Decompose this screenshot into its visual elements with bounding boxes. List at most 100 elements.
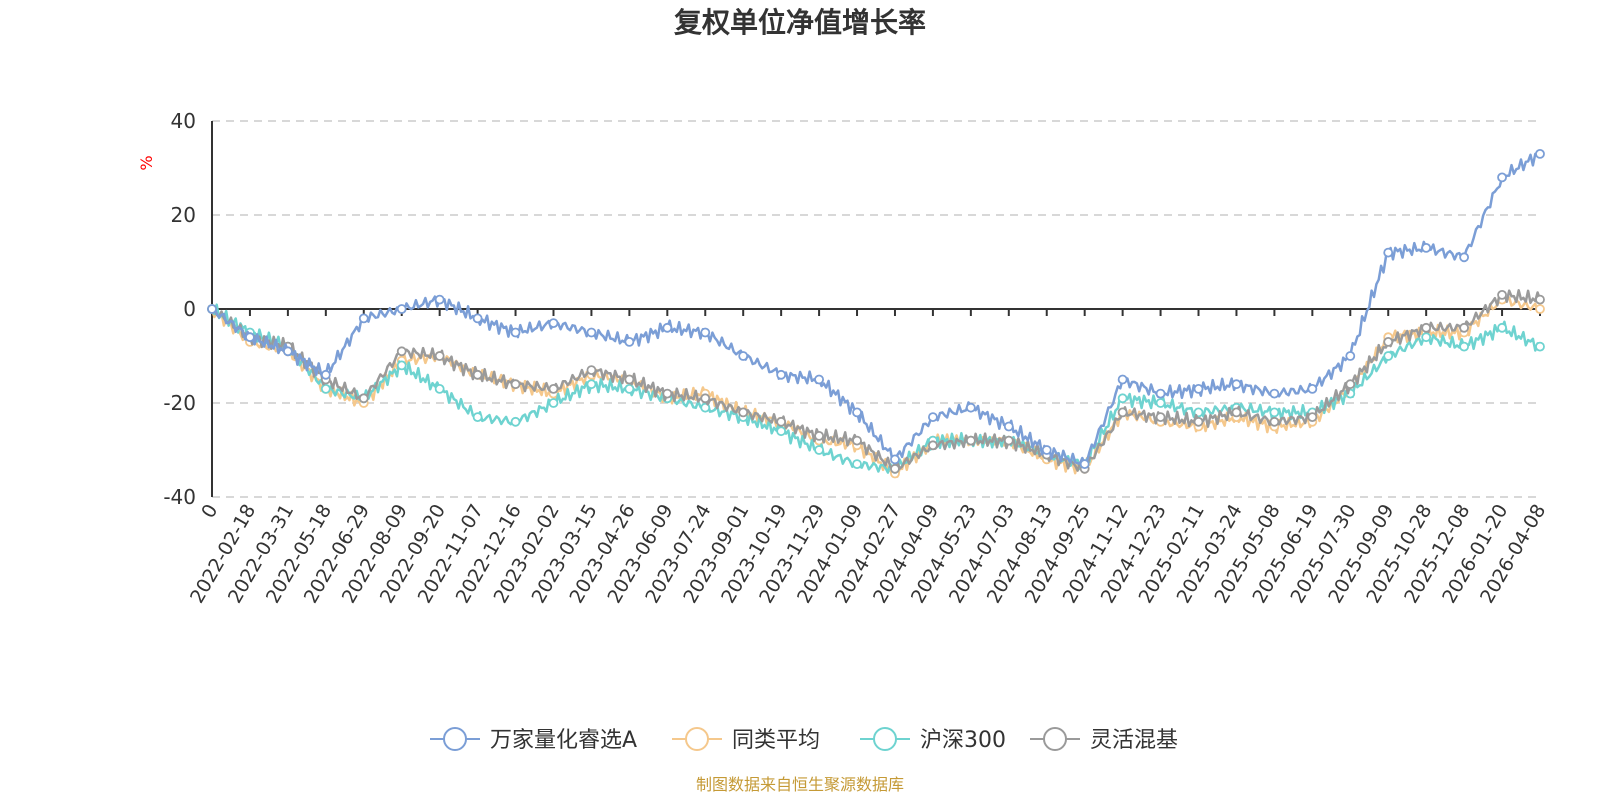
- data-point[interactable]: [510, 327, 521, 338]
- data-point[interactable]: [890, 454, 900, 465]
- data-point[interactable]: [814, 430, 824, 441]
- data-point[interactable]: [852, 459, 862, 470]
- data-point[interactable]: [928, 440, 938, 451]
- data-point[interactable]: [1345, 351, 1356, 361]
- data-point[interactable]: [700, 402, 711, 413]
- data-point[interactable]: [1459, 252, 1470, 263]
- data-point[interactable]: [1307, 383, 1318, 394]
- data-point[interactable]: [548, 383, 559, 394]
- data-point[interactable]: [472, 412, 483, 423]
- data-point[interactable]: [624, 383, 635, 394]
- data-point[interactable]: [965, 435, 976, 446]
- data-point[interactable]: [548, 398, 559, 408]
- data-point[interactable]: [1231, 407, 1242, 418]
- data-point[interactable]: [738, 351, 749, 361]
- data-point[interactable]: [396, 346, 407, 357]
- data-point[interactable]: [624, 374, 635, 385]
- data-point[interactable]: [1003, 421, 1014, 432]
- data-point[interactable]: [1117, 407, 1128, 418]
- data-point[interactable]: [1345, 379, 1356, 390]
- data-point[interactable]: [1155, 412, 1166, 423]
- data-point[interactable]: [776, 426, 787, 437]
- data-point[interactable]: [1155, 398, 1166, 408]
- data-point[interactable]: [1307, 412, 1318, 423]
- data-point[interactable]: [662, 322, 673, 333]
- data-point[interactable]: [965, 402, 976, 413]
- data-point[interactable]: [510, 416, 521, 427]
- data-point[interactable]: [548, 318, 559, 329]
- legend-item[interactable]: 灵活混基: [1030, 727, 1178, 753]
- series-0: [207, 148, 1545, 470]
- data-point[interactable]: [1459, 322, 1470, 333]
- data-point[interactable]: [510, 379, 521, 390]
- legend-label: 灵活混基: [1090, 728, 1178, 753]
- data-point[interactable]: [434, 383, 445, 394]
- data-point[interactable]: [1383, 351, 1394, 361]
- data-point[interactable]: [1497, 172, 1507, 183]
- data-point[interactable]: [662, 388, 673, 399]
- data-point[interactable]: [1535, 341, 1545, 352]
- data-source-note: 制图数据来自恒生聚源数据库: [696, 775, 904, 794]
- data-point[interactable]: [624, 336, 635, 347]
- data-point[interactable]: [472, 313, 483, 324]
- data-point[interactable]: [396, 304, 407, 314]
- data-point[interactable]: [700, 327, 711, 338]
- data-point[interactable]: [434, 294, 445, 305]
- data-point[interactable]: [1421, 332, 1432, 343]
- data-point[interactable]: [1383, 247, 1394, 258]
- data-point[interactable]: [245, 332, 255, 343]
- data-point[interactable]: [1269, 416, 1280, 427]
- data-point[interactable]: [320, 383, 331, 394]
- data-point[interactable]: [814, 374, 824, 385]
- data-point[interactable]: [928, 412, 938, 423]
- data-point[interactable]: [1497, 322, 1507, 333]
- data-point[interactable]: [1079, 459, 1090, 470]
- data-point[interactable]: [1535, 304, 1545, 314]
- data-point[interactable]: [1193, 383, 1204, 394]
- data-point[interactable]: [738, 407, 749, 418]
- data-point[interactable]: [776, 416, 787, 427]
- data-point[interactable]: [776, 369, 787, 380]
- y-axis-unit: %: [137, 155, 156, 170]
- data-point[interactable]: [1535, 148, 1545, 159]
- legend-item[interactable]: 同类平均: [672, 727, 820, 753]
- data-point[interactable]: [1421, 322, 1432, 333]
- data-point[interactable]: [358, 393, 369, 404]
- legend[interactable]: 万家量化睿选A 同类平均 沪深300 灵活混基: [430, 727, 1178, 753]
- data-point[interactable]: [700, 393, 711, 404]
- data-point[interactable]: [1003, 435, 1014, 446]
- data-point[interactable]: [358, 313, 369, 324]
- data-point[interactable]: [434, 351, 445, 361]
- data-point[interactable]: [396, 360, 407, 371]
- data-point[interactable]: [472, 369, 483, 380]
- legend-item[interactable]: 万家量化睿选A: [430, 727, 637, 753]
- data-point[interactable]: [586, 365, 597, 376]
- data-point[interactable]: [1117, 393, 1128, 404]
- data-point[interactable]: [1497, 289, 1507, 300]
- x-tick-label: 0: [197, 501, 222, 522]
- data-point[interactable]: [1231, 379, 1242, 390]
- data-point[interactable]: [1535, 294, 1545, 305]
- data-point[interactable]: [586, 379, 597, 390]
- data-point[interactable]: [890, 463, 900, 474]
- data-point[interactable]: [1459, 341, 1470, 352]
- data-point[interactable]: [1155, 388, 1166, 399]
- data-point[interactable]: [586, 327, 597, 338]
- data-point[interactable]: [1269, 388, 1280, 399]
- data-point[interactable]: [1383, 336, 1394, 347]
- data-point[interactable]: [1193, 416, 1204, 427]
- data-point[interactable]: [1117, 374, 1128, 385]
- data-point[interactable]: [852, 407, 862, 418]
- data-point[interactable]: [282, 346, 293, 357]
- data-point[interactable]: [814, 445, 824, 455]
- data-point[interactable]: [320, 369, 331, 380]
- data-point[interactable]: [1421, 242, 1432, 253]
- data-point[interactable]: [852, 435, 862, 446]
- legend-marker-icon: [685, 727, 709, 751]
- data-point[interactable]: [1041, 445, 1052, 455]
- data-point[interactable]: [1269, 407, 1280, 418]
- legend-marker-icon: [873, 727, 897, 751]
- data-point[interactable]: [207, 304, 217, 314]
- legend-item[interactable]: 沪深300: [860, 727, 1006, 753]
- legend-marker-icon: [443, 727, 467, 751]
